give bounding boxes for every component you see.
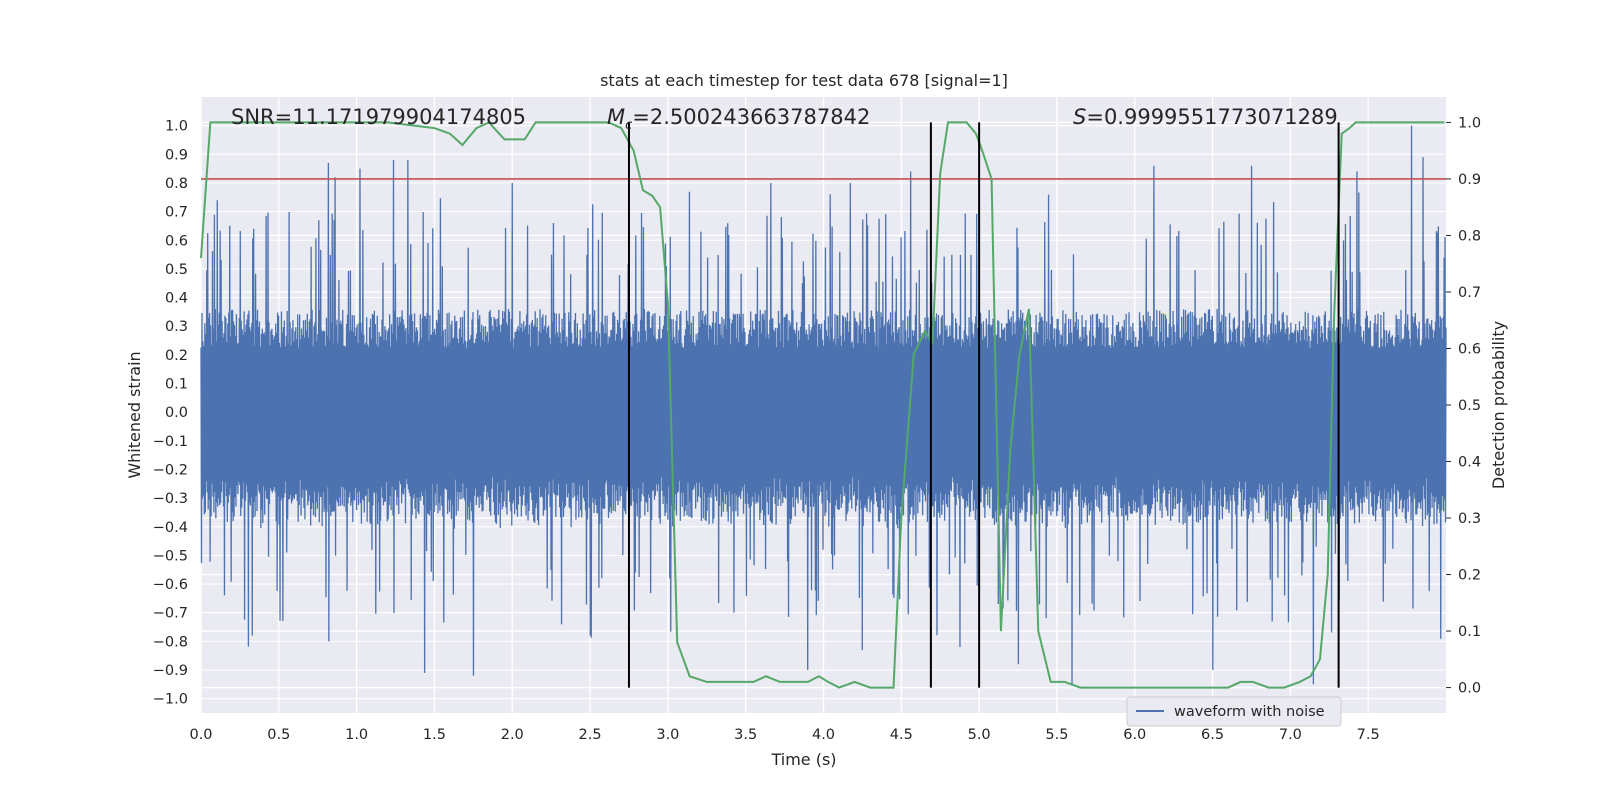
y-tick-label: −0.8 — [153, 634, 188, 650]
x-tick-label: 2.0 — [501, 727, 524, 743]
chirp-mass-symbol: M — [607, 105, 625, 129]
y2-tick-label: 0.2 — [1458, 568, 1481, 584]
x-tick-label: 2.5 — [579, 727, 602, 743]
y-tick-label: −1.0 — [153, 692, 188, 708]
x-tick-label: 5.0 — [968, 727, 991, 743]
x-tick-label: 1.0 — [345, 727, 368, 743]
chart-title: stats at each timestep for test data 678… — [600, 71, 1008, 90]
x-tick-label: 3.0 — [656, 727, 679, 743]
y2-tick-label: 0.6 — [1458, 341, 1481, 357]
y-tick-label: −0.9 — [153, 663, 188, 679]
x-tick-label: 4.0 — [812, 727, 835, 743]
x-tick-label: 6.5 — [1201, 727, 1224, 743]
score-value: =0.9999551773071289 — [1086, 105, 1337, 129]
y-tick-label: 0.7 — [165, 205, 188, 221]
y-tick-label: −0.4 — [153, 520, 188, 536]
y2-tick-label: 0.9 — [1458, 172, 1481, 188]
legend-box — [1126, 696, 1342, 727]
x-tick-label: 5.5 — [1045, 727, 1068, 743]
y-tick-label: 0.0 — [165, 405, 188, 421]
y2-tick-label: 0.1 — [1458, 624, 1481, 640]
snr-annotation: SNR=11.171979904174805 — [231, 105, 526, 129]
y-tick-label: 0.2 — [165, 348, 188, 364]
score-annotation: S=0.9999551773071289 — [1073, 105, 1338, 129]
x-axis-label: Time (s) — [770, 750, 836, 769]
vertical-markers — [627, 122, 1340, 688]
y2-tick-label: 0.7 — [1458, 285, 1481, 301]
y-tick-label: 0.9 — [165, 147, 188, 163]
y-tick-label: −0.1 — [153, 434, 188, 450]
legend-label: waveform with noise — [1174, 704, 1325, 720]
y-tick-label: 0.6 — [165, 233, 188, 249]
chirp-mass-annotation: Mc=2.500243663787842 — [607, 105, 870, 133]
probability-line — [200, 121, 1445, 689]
y-tick-label: −0.6 — [153, 577, 188, 593]
x-tick-label: 7.5 — [1357, 727, 1380, 743]
x-tick-label: 7.0 — [1279, 727, 1302, 743]
chirp-mass-value: =2.500243663787842 — [632, 105, 870, 129]
probability-series — [200, 121, 1445, 689]
y-tick-label: 0.1 — [165, 377, 188, 393]
y2-tick-label: 0.5 — [1458, 398, 1481, 414]
y-tick-label: −0.3 — [153, 491, 188, 507]
x-tick-label: 3.5 — [734, 727, 757, 743]
x-tick-label: 1.5 — [423, 727, 446, 743]
y-tick-label: 1.0 — [165, 119, 188, 135]
x-axis-ticks: 0.0 0.5 1.0 1.5 2.0 2.5 3.0 3.5 4.0 4.5 5.0 5.5 6.0 6… — [189, 727, 1379, 743]
y2-tick-label: 0.0 — [1458, 681, 1481, 697]
y2-tick-label: 0.8 — [1458, 228, 1481, 244]
y-tick-label: 0.4 — [165, 291, 188, 307]
x-tick-label: 4.5 — [890, 727, 913, 743]
y2-tick-label: 0.4 — [1458, 455, 1481, 471]
y-axis-label: Whitened strain — [125, 351, 144, 478]
chirp-mass-subscript: c — [625, 118, 632, 133]
waveform-series — [200, 125, 1447, 685]
y2-axis-ticks: 0.0 0.1 0.2 0.3 0.4 0.5 0.6 0.7 0.8 0.9 1.0 — [1446, 115, 1481, 697]
y2-tick-label: 0.3 — [1458, 511, 1481, 527]
y-tick-label: −0.7 — [153, 606, 188, 622]
y-tick-label: 0.8 — [165, 176, 188, 192]
y-axis-ticks: −1.0 −0.9 −0.8 −0.7 −0.6 −0.5 −0.4 −0.3 −0.2 −0.1… — [153, 119, 188, 708]
x-tick-label: 0.0 — [189, 727, 212, 743]
y-tick-label: −0.5 — [153, 548, 188, 564]
x-tick-label: 6.0 — [1123, 727, 1146, 743]
legend: waveform with noise — [1126, 696, 1342, 727]
y-tick-label: 0.5 — [165, 262, 188, 278]
waveform-line — [200, 125, 1447, 685]
y2-axis-label: Detection probability — [1489, 321, 1508, 489]
score-symbol: S — [1073, 105, 1086, 129]
y2-tick-label: 1.0 — [1458, 115, 1481, 131]
y-tick-label: −0.2 — [153, 462, 188, 478]
y-tick-label: 0.3 — [165, 319, 188, 335]
x-tick-label: 0.5 — [267, 727, 290, 743]
